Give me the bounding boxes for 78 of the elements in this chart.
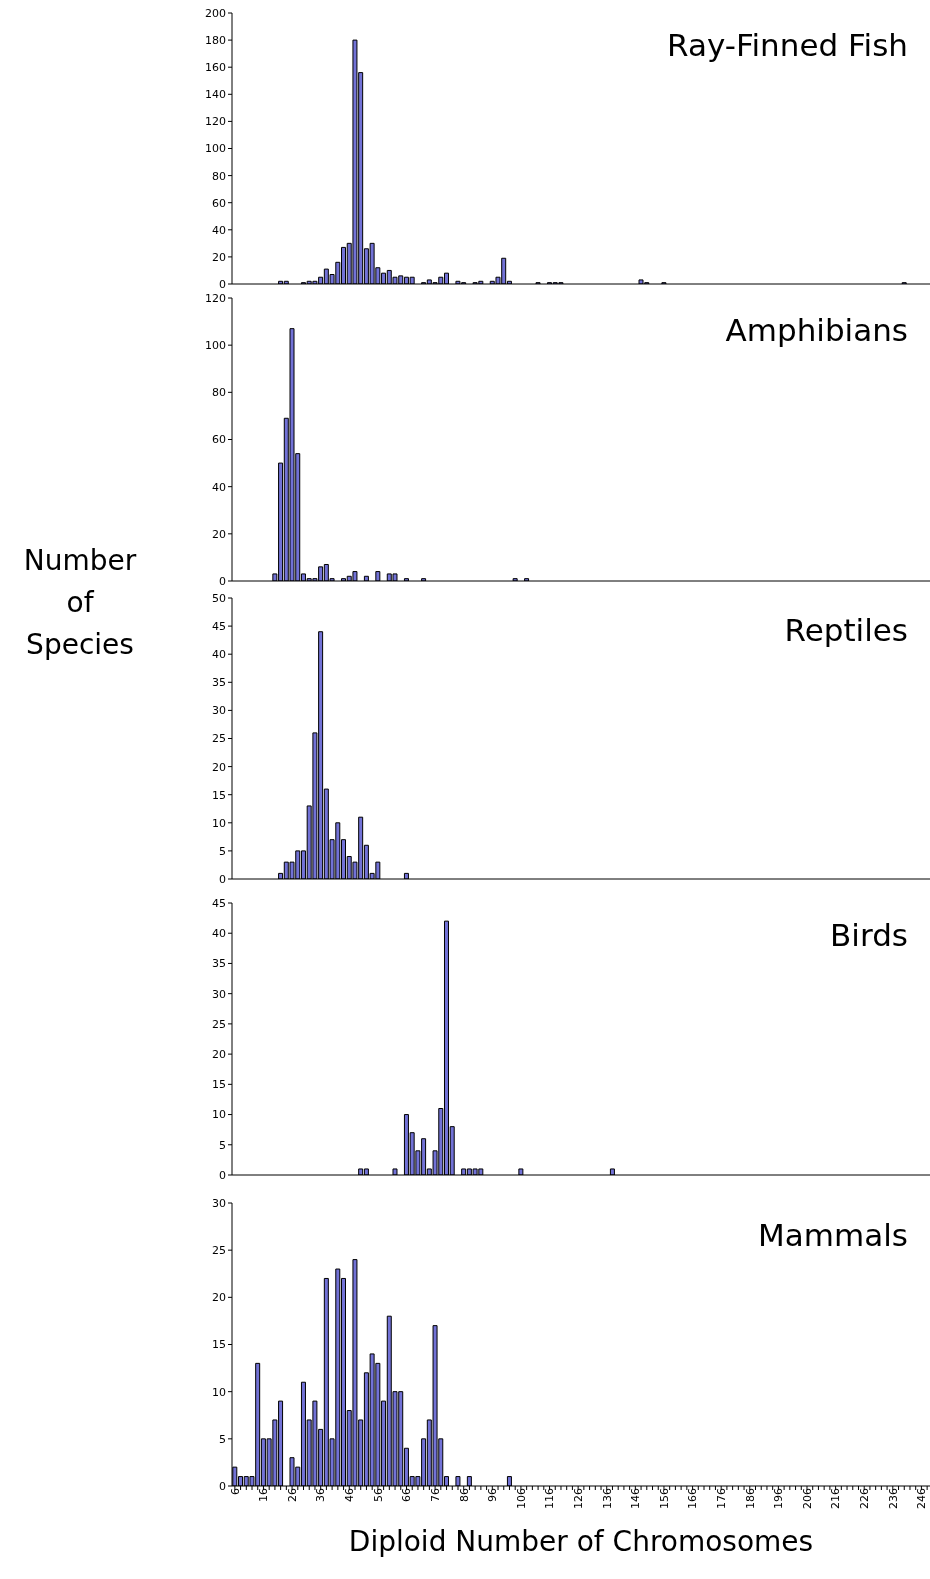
- x-tick-label: 246: [915, 1488, 929, 1509]
- text: Reptiles: [784, 612, 908, 648]
- x-tick-label: 126: [571, 1488, 585, 1509]
- x-tick-label: 216: [829, 1488, 843, 1509]
- y-tick-label: 15: [212, 1338, 226, 1352]
- y-tick-label: 60: [212, 433, 226, 447]
- text: Mammals: [758, 1217, 908, 1253]
- x-tick-label: 116: [543, 1488, 557, 1509]
- y-tick-label: 0: [219, 1479, 226, 1493]
- x-tick-label: 56: [371, 1488, 385, 1502]
- y-tick-label: 40: [212, 648, 226, 662]
- y-axis-title: Number of Species: [22, 543, 138, 663]
- x-tick-label: 16: [257, 1488, 271, 1502]
- y-tick-label: 80: [212, 386, 226, 400]
- y-tick-label: 25: [212, 1017, 226, 1031]
- y-tick-label: 20: [212, 527, 226, 541]
- y-tick-label: 25: [212, 732, 226, 746]
- y-tick-label: 30: [212, 987, 226, 1001]
- y-tick-label: 45: [212, 896, 226, 910]
- y-tick-label: 40: [212, 927, 226, 941]
- y-tick-label: 25: [212, 1244, 226, 1258]
- y-tick-label: 200: [205, 6, 226, 20]
- y-tick-label: 40: [212, 223, 226, 237]
- x-tick-label: 96: [486, 1488, 500, 1502]
- y-tick-label: 30: [212, 704, 226, 718]
- y-tick-label: 80: [212, 169, 226, 183]
- x-axis-title: Diploid Number of Chromosomes: [347, 1525, 815, 1558]
- y-tick-label: 35: [212, 957, 226, 971]
- y-tick-label: 100: [205, 339, 226, 353]
- text: Ray-Finned Fish: [667, 27, 908, 63]
- x-tick-label: 26: [285, 1488, 299, 1502]
- y-tick-label: 10: [212, 1108, 226, 1122]
- y-tick-label: 5: [219, 844, 226, 858]
- y-tick-label: 20: [212, 250, 226, 264]
- y-tick-label: 10: [212, 1385, 226, 1399]
- y-tick-label: 35: [212, 676, 226, 690]
- x-tick-label: 76: [428, 1488, 442, 1502]
- y-tick-label: 0: [219, 1168, 226, 1182]
- text: Amphibians: [725, 312, 908, 348]
- x-tick-label: 6: [228, 1488, 242, 1495]
- y-tick-label: 20: [212, 1048, 226, 1062]
- y-tick-label: 10: [212, 816, 226, 830]
- y-tick-label: 20: [212, 760, 226, 774]
- y-tick-label: 40: [212, 480, 226, 494]
- x-tick-label: 46: [343, 1488, 357, 1502]
- y-tick-label: 0: [219, 872, 226, 886]
- x-tick-label: 166: [686, 1488, 700, 1509]
- x-tick-label: 36: [314, 1488, 328, 1502]
- y-tick-label: 120: [205, 291, 226, 305]
- y-tick-label: 0: [219, 574, 226, 588]
- y-tick-label: 20: [212, 1291, 226, 1305]
- y-tick-label: 15: [212, 788, 226, 802]
- y-tick-label: 180: [205, 34, 226, 47]
- y-tick-label: 30: [212, 1196, 226, 1210]
- y-tick-label: 5: [219, 1138, 226, 1152]
- y-tick-label: 100: [205, 142, 226, 156]
- x-tick-label: 66: [400, 1488, 414, 1502]
- y-tick-label: 50: [212, 591, 226, 605]
- x-tick-label: 226: [858, 1488, 872, 1509]
- x-tick-label: 196: [772, 1488, 786, 1509]
- x-tick-label: 86: [457, 1488, 471, 1502]
- y-tick-label: 120: [205, 115, 226, 129]
- x-tick-label: 176: [714, 1488, 728, 1509]
- y-tick-label: 140: [205, 88, 226, 102]
- y-tick-label: 160: [205, 61, 226, 75]
- text: Birds: [830, 917, 908, 953]
- x-tick-label: 106: [514, 1488, 528, 1509]
- y-tick-label: 15: [212, 1078, 226, 1092]
- y-tick-label: 60: [212, 196, 226, 210]
- x-tick-label: 156: [657, 1488, 671, 1509]
- x-tick-label: 236: [886, 1488, 900, 1509]
- x-tick-label: 186: [743, 1488, 757, 1509]
- x-tick-label: 146: [629, 1488, 643, 1509]
- y-tick-label: 0: [219, 277, 226, 291]
- x-tick-label: 206: [800, 1488, 814, 1509]
- y-tick-label: 45: [212, 620, 226, 634]
- x-tick-label: 136: [600, 1488, 614, 1509]
- y-tick-label: 5: [219, 1432, 226, 1446]
